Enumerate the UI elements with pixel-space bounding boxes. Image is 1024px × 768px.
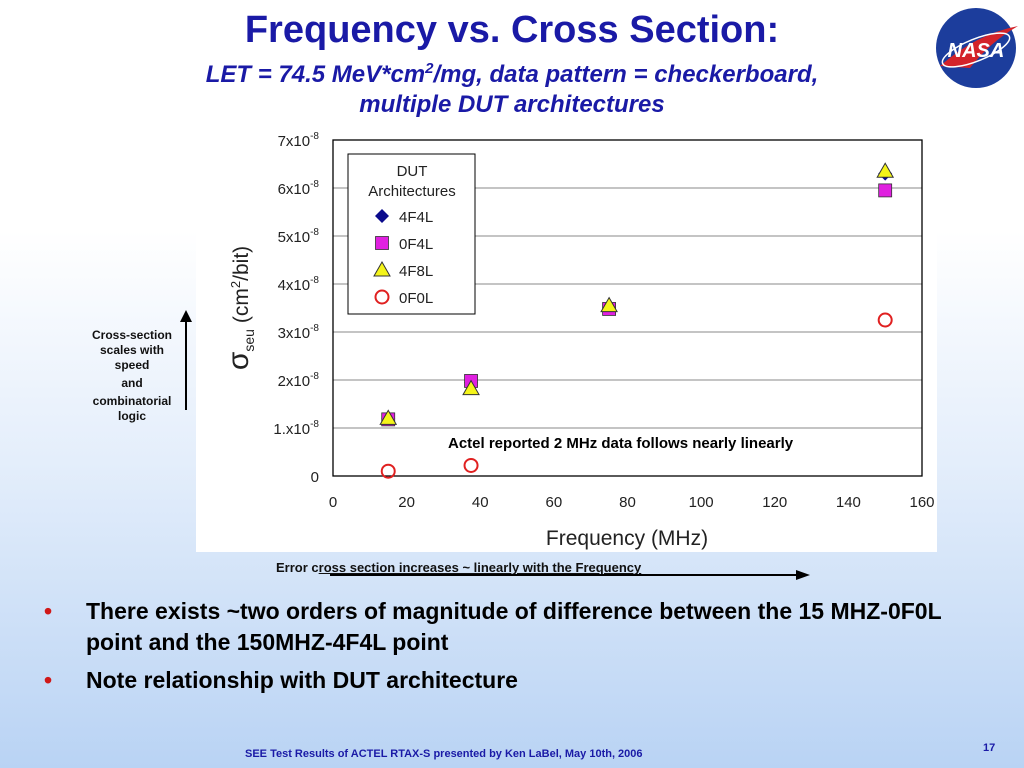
y-tick-label: 4x10-8 [278,275,320,294]
y-axis-sigma: σ [222,351,255,370]
subtitle-sup: 2 [425,60,434,77]
legend-items: 4F4L 0F4L 4F8L 0F0L [373,209,433,307]
legend-label-4f8l: 4F8L [399,263,433,280]
data-point-4f8l [600,296,618,313]
y-tick-label: 7x10-8 [278,131,320,150]
bullet-item: • Note relationship with DUT architectur… [42,665,942,696]
y-axis-label: σseu (cm2/bit) [222,246,257,370]
legend-label-0f4l: 0F4L [399,236,433,253]
legend-marker-4f8l [373,260,391,277]
side-note-line1: Cross-section scales with speed [91,328,173,372]
data-point-0f0l [380,463,396,479]
legend-marker-0f4l [375,236,389,250]
side-note-line2: and [121,376,143,390]
legend: DUT Architectures 4F4L 0F4L 4F8L 0F0L [347,153,476,315]
bullet-dot: • [44,667,53,693]
x-tick-label: 80 [619,494,636,511]
y-axis-sub: seu [241,329,257,352]
data-points [379,162,895,479]
slide-subtitle-line2: multiple DUT architectures [359,91,665,118]
x-tick-label: 60 [546,494,563,511]
x-tick-label: 40 [472,494,489,511]
x-tick-label: 100 [689,494,714,511]
side-note: Cross-section scales with speed and comb… [82,328,182,427]
bullet-text: Note relationship with DUT architecture [86,667,518,693]
bottom-note-pre: Error c [276,560,319,575]
y-tick-label: 2x10-8 [278,371,320,390]
up-arrow-icon [180,310,192,410]
y-axis-unit-pre: (cm [230,288,253,323]
page-number: 17 [983,742,996,754]
chart-annotation: Actel reported 2 MHz data follows nearly… [448,435,794,452]
y-tick-label: 5x10-8 [278,227,320,246]
y-tick-label: 0 [311,469,319,486]
data-point-0f0l [877,312,893,328]
nasa-logo-swoosh [940,26,1018,68]
data-point-4f8l [462,379,480,396]
bullet-text: There exists ~two orders of magnitude of… [86,598,942,655]
x-tick-labels: 0 20 40 60 80 100 120 140 160 [329,494,935,511]
bottom-note: Error cross section increases ~ linearly… [276,560,641,575]
data-point-0f4l [878,183,893,198]
legend-box [347,153,476,315]
plot-frame [332,139,923,477]
x-axis-label: Frequency (MHz) [546,527,708,550]
bullet-list: • There exists ~two orders of magnitude … [42,596,942,703]
right-arrow-icon [330,570,810,580]
slide-title: Frequency vs. Cross Section: [244,9,780,51]
y-axis-unit-post: /bit) [230,246,253,281]
footer: SEE Test Results of ACTEL RTAX-S present… [245,748,643,760]
title-block: Frequency vs. Cross Section: LET = 74.5 … [0,6,1024,120]
data-point-4f8l [876,162,895,178]
legend-title-line1: DUT [397,163,428,180]
x-tick-label: 0 [329,494,337,511]
data-point-4f8l [379,409,398,425]
nasa-logo-text: NASA [948,40,1005,62]
y-tick-label: 6x10-8 [278,179,320,198]
legend-marker-0f0l [374,289,390,305]
y-tick-label: 3x10-8 [278,323,320,342]
subtitle-pre: LET = 74.5 MeV*cm [205,61,426,88]
nasa-logo-orbit [941,32,1011,68]
side-note-line3: combinatorial logic [92,394,172,423]
data-point-0f0l [463,457,479,473]
x-tick-label: 120 [762,494,787,511]
chart-panel: 0 1.x10-8 2x10-8 3x10-8 4x10-8 5x10-8 6x10-8 7x… [196,124,937,552]
slide-subtitle-line1: LET = 74.5 MeV*cm2/mg, data pattern = ch… [0,54,1024,90]
bullet-item: • There exists ~two orders of magnitude … [42,596,942,658]
x-tick-label: 20 [398,494,415,511]
bottom-note-underlined: ross section increases ~ linearly with t… [318,560,642,575]
y-axis-unit-sup: 2 [228,281,243,288]
y-tick-label: 1.x10-8 [273,419,319,438]
nasa-logo: NASA [930,4,1024,92]
legend-label-4f4l: 4F4L [399,209,433,226]
legend-title-line2: Architectures [368,183,456,200]
cross-section-chart: 0 1.x10-8 2x10-8 3x10-8 4x10-8 5x10-8 6x10-8 7x… [222,131,935,550]
y-tick-labels: 0 1.x10-8 2x10-8 3x10-8 4x10-8 5x10-8 6x10-8 7x… [273,131,319,486]
subtitle-post: /mg, data pattern = checkerboard, [433,61,819,88]
x-tick-label: 160 [909,494,934,511]
legend-marker-4f4l [375,209,389,223]
x-tick-label: 140 [836,494,861,511]
legend-label-0f0l: 0F0L [399,290,433,307]
bullet-dot: • [44,598,53,624]
